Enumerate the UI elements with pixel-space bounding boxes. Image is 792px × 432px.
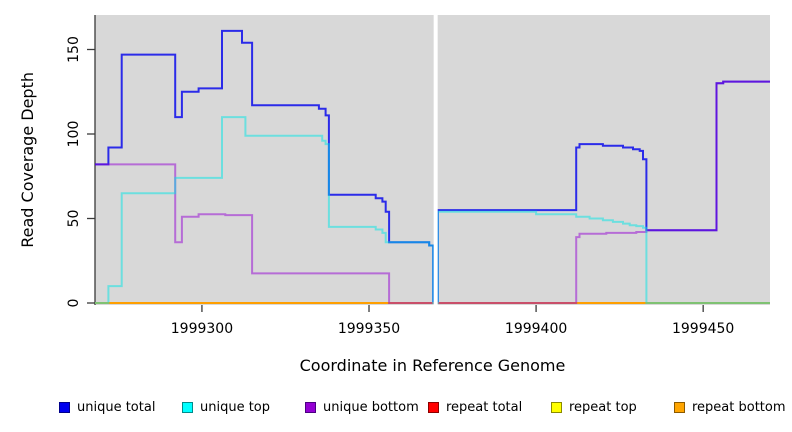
legend-label-repeat-total: repeat total [446, 399, 523, 415]
legend-swatch-repeat-bottom [674, 401, 685, 413]
legend-item-repeat-total: repeat total [428, 399, 522, 415]
legend-item-unique-top: unique top [182, 399, 270, 415]
x-tick-label: 1999400 [505, 321, 567, 337]
legend-item-repeat-bottom: repeat bottom [674, 399, 786, 415]
legend-swatch-unique-top [182, 401, 193, 413]
x-tick-label: 1999300 [171, 321, 233, 337]
legend-label-repeat-bottom: repeat bottom [692, 399, 786, 415]
y-tick-label: 0 [66, 299, 82, 308]
series-unique-top-line [95, 116, 770, 304]
series-unique-bottom-line [95, 80, 770, 304]
legend-item-unique-bottom: unique bottom [305, 399, 419, 415]
legend-label-unique-top: unique top [200, 399, 271, 415]
y-tick-label: 150 [66, 36, 82, 63]
series-unique-total-line [95, 29, 770, 304]
x-tick-label: 1999350 [338, 321, 400, 337]
coverage-plot: 0 50 100 150 1999300 1999350 1999400 1999450 [66, 15, 770, 337]
y-axis-title: Read Coverage Depth [10, 15, 44, 305]
legend-label-repeat-top: repeat top [569, 399, 637, 415]
y-tick-label: 50 [66, 210, 82, 228]
legend-swatch-unique-total [59, 401, 70, 413]
legend-item-unique-total: unique total [59, 399, 155, 415]
no-data-gap-band [433, 15, 438, 305]
legend-label-unique-bottom: unique bottom [323, 399, 419, 415]
x-axis-title: Coordinate in Reference Genome [299, 356, 566, 375]
y-axis-title-text: Read Coverage Depth [17, 72, 37, 248]
legend-swatch-repeat-total [428, 401, 439, 413]
legend-item-repeat-top: repeat top [551, 399, 637, 415]
y-tick-label: 100 [66, 121, 82, 148]
x-tick-label: 1999450 [672, 321, 734, 337]
legend-swatch-unique-bottom [305, 401, 316, 413]
legend-swatch-repeat-top [551, 401, 562, 413]
legend-label-unique-total: unique total [77, 399, 156, 415]
